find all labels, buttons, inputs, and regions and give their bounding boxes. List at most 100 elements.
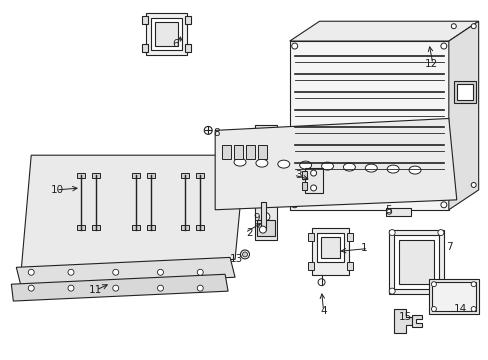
Text: 12: 12 bbox=[424, 59, 437, 69]
Circle shape bbox=[197, 285, 203, 291]
Circle shape bbox=[470, 282, 475, 287]
Circle shape bbox=[28, 285, 34, 291]
Bar bbox=[307, 262, 313, 270]
Bar bbox=[146, 173, 154, 178]
Circle shape bbox=[113, 269, 119, 275]
Bar bbox=[245, 145, 254, 159]
Circle shape bbox=[437, 230, 443, 235]
Ellipse shape bbox=[299, 161, 311, 169]
Bar bbox=[142, 44, 147, 52]
Bar bbox=[154, 22, 178, 46]
Bar bbox=[150, 18, 182, 50]
Circle shape bbox=[430, 306, 435, 311]
Bar bbox=[393, 235, 438, 289]
Polygon shape bbox=[21, 155, 244, 269]
Bar bbox=[146, 225, 154, 230]
Circle shape bbox=[113, 285, 119, 291]
Circle shape bbox=[240, 250, 249, 259]
Circle shape bbox=[470, 24, 475, 29]
Bar bbox=[256, 220, 274, 235]
Bar bbox=[307, 233, 313, 240]
Bar bbox=[301, 171, 306, 179]
Circle shape bbox=[310, 170, 316, 176]
Circle shape bbox=[262, 133, 269, 141]
Bar bbox=[316, 233, 344, 262]
Bar bbox=[185, 44, 191, 52]
Bar bbox=[181, 173, 189, 178]
Bar bbox=[196, 225, 204, 230]
Circle shape bbox=[386, 209, 391, 214]
Polygon shape bbox=[11, 274, 227, 301]
Ellipse shape bbox=[321, 162, 333, 170]
Bar bbox=[386, 208, 410, 216]
Circle shape bbox=[291, 43, 297, 49]
Circle shape bbox=[430, 282, 435, 287]
Polygon shape bbox=[289, 41, 448, 210]
Circle shape bbox=[437, 288, 443, 294]
Bar bbox=[254, 125, 276, 239]
Circle shape bbox=[242, 252, 247, 257]
Circle shape bbox=[317, 279, 325, 286]
Text: 6: 6 bbox=[172, 39, 179, 49]
Ellipse shape bbox=[234, 158, 245, 166]
Polygon shape bbox=[16, 257, 235, 287]
Circle shape bbox=[262, 173, 269, 181]
Polygon shape bbox=[448, 21, 478, 210]
Circle shape bbox=[197, 269, 203, 275]
Bar bbox=[453, 81, 475, 103]
Bar bbox=[456, 84, 472, 100]
Circle shape bbox=[28, 269, 34, 275]
Bar bbox=[77, 225, 85, 230]
Ellipse shape bbox=[277, 160, 289, 168]
Circle shape bbox=[68, 285, 74, 291]
Ellipse shape bbox=[255, 159, 267, 167]
Text: 13: 13 bbox=[229, 255, 243, 264]
Text: 4: 4 bbox=[320, 306, 326, 316]
Bar bbox=[181, 225, 189, 230]
Bar bbox=[346, 262, 353, 270]
Polygon shape bbox=[215, 118, 456, 210]
Ellipse shape bbox=[386, 165, 398, 173]
Text: 5: 5 bbox=[385, 205, 391, 215]
Text: 15: 15 bbox=[398, 312, 411, 322]
Text: 8: 8 bbox=[213, 129, 219, 138]
Circle shape bbox=[470, 183, 475, 188]
Circle shape bbox=[262, 193, 269, 201]
Bar bbox=[131, 225, 139, 230]
Bar bbox=[311, 228, 349, 275]
Bar bbox=[196, 173, 204, 178]
Circle shape bbox=[388, 288, 394, 294]
Bar bbox=[304, 168, 322, 193]
Bar bbox=[142, 16, 147, 24]
Text: 3: 3 bbox=[294, 170, 301, 180]
Bar bbox=[92, 225, 100, 230]
Bar bbox=[261, 202, 265, 230]
Ellipse shape bbox=[343, 163, 355, 171]
Circle shape bbox=[262, 213, 269, 221]
Circle shape bbox=[157, 269, 163, 275]
Text: 9: 9 bbox=[253, 213, 260, 223]
Bar bbox=[428, 279, 478, 314]
Circle shape bbox=[204, 126, 212, 134]
Bar bbox=[92, 173, 100, 178]
Circle shape bbox=[388, 230, 394, 235]
Polygon shape bbox=[393, 309, 411, 333]
Circle shape bbox=[450, 24, 455, 29]
Bar bbox=[77, 173, 85, 178]
Circle shape bbox=[440, 202, 446, 208]
Text: 14: 14 bbox=[453, 304, 466, 314]
Ellipse shape bbox=[365, 164, 376, 172]
Circle shape bbox=[68, 269, 74, 275]
Bar bbox=[398, 239, 433, 284]
Bar bbox=[185, 16, 191, 24]
Text: 10: 10 bbox=[51, 185, 64, 195]
Polygon shape bbox=[411, 315, 421, 327]
Polygon shape bbox=[289, 21, 478, 41]
Text: 11: 11 bbox=[89, 285, 102, 295]
Bar bbox=[301, 182, 306, 190]
Bar bbox=[234, 145, 243, 159]
Bar bbox=[346, 233, 353, 240]
Circle shape bbox=[259, 226, 266, 233]
Circle shape bbox=[310, 185, 316, 191]
Circle shape bbox=[440, 43, 446, 49]
